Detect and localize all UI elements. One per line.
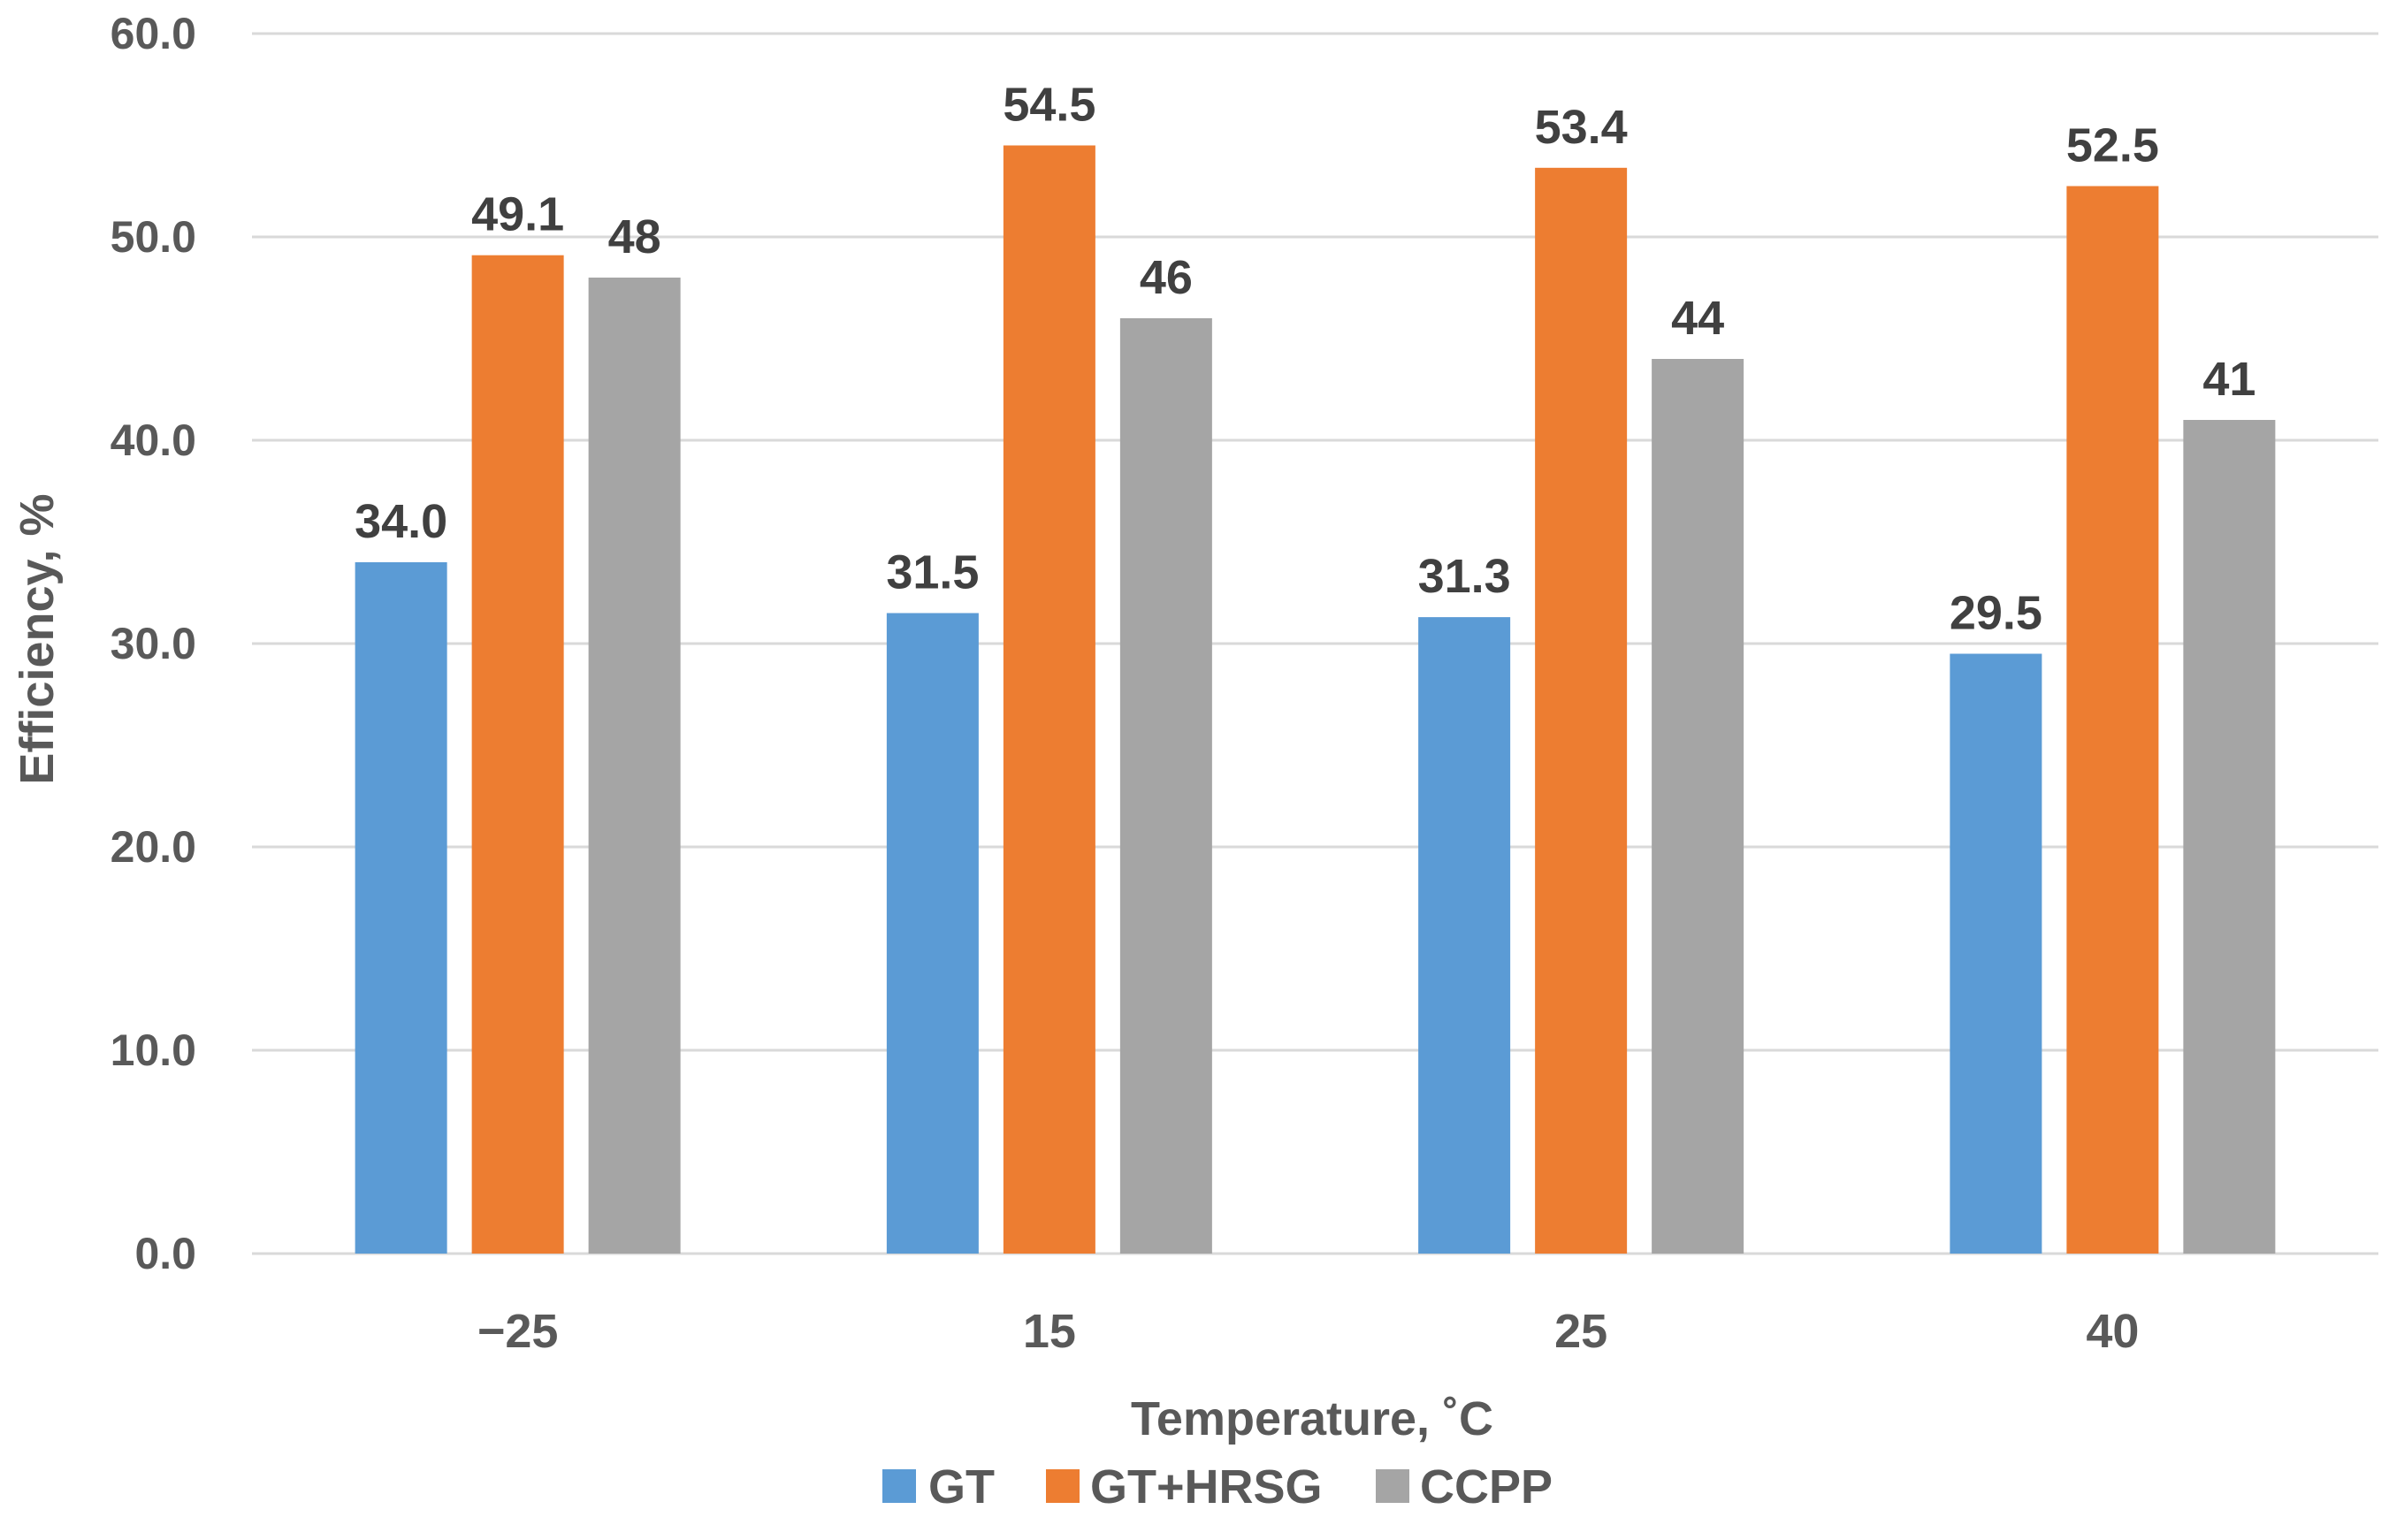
x-tick-label: 25	[1554, 1305, 1607, 1358]
bar-gt-2	[1418, 617, 1511, 1254]
bar-gt-3	[1950, 653, 2042, 1254]
y-axis-title: Efficiency, %	[11, 493, 64, 784]
bar-gt-hrsg-0	[471, 255, 564, 1254]
legend-swatch-gt	[882, 1469, 916, 1503]
data-label: 34.0	[355, 495, 447, 548]
legend-label: GT	[928, 1460, 995, 1513]
data-labels: 34.0 49.1 48 31.5 54.5 46 31.3 53.4 44 29.5 52.5 41	[355, 79, 2255, 640]
legend-label: CCPP	[1420, 1460, 1553, 1513]
data-label: 44	[1671, 292, 1724, 345]
bar-gt-1	[886, 613, 979, 1254]
data-label: 49.1	[471, 188, 564, 241]
data-label: 41	[2202, 353, 2255, 406]
bar-ccpp-1	[1119, 318, 1212, 1254]
data-label: 46	[1140, 251, 1193, 304]
legend: GT GT+HRSG CCPP	[882, 1460, 1553, 1513]
data-label: 31.3	[1418, 550, 1511, 603]
data-label: 48	[608, 210, 661, 263]
x-tick-label: −25	[477, 1305, 559, 1358]
legend-label: GT+HRSG	[1090, 1460, 1323, 1513]
legend-swatch-ccpp	[1376, 1469, 1409, 1503]
bar-gt-hrsg-2	[1535, 167, 1628, 1254]
data-label: 53.4	[1535, 101, 1628, 154]
y-tick-label: 0.0	[134, 1229, 196, 1278]
legend-swatch-gt-hrsg	[1046, 1469, 1080, 1503]
bars	[355, 145, 2276, 1254]
bar-ccpp-0	[588, 278, 681, 1254]
y-tick-label: 30.0	[111, 619, 196, 668]
data-label: 52.5	[2066, 119, 2159, 172]
data-label: 29.5	[1950, 587, 2042, 640]
y-tick-label: 20.0	[111, 822, 196, 872]
x-tick-label: 15	[1023, 1305, 1076, 1358]
bar-gt-0	[355, 562, 447, 1254]
bar-gt-hrsg-3	[2066, 186, 2159, 1254]
bar-ccpp-2	[1652, 359, 1744, 1254]
bar-ccpp-3	[2183, 420, 2276, 1254]
y-tick-label: 50.0	[111, 212, 196, 262]
y-axis-ticks: 0.0 10.0 20.0 30.0 40.0 50.0 60.0	[111, 9, 196, 1278]
data-label: 31.5	[886, 546, 979, 599]
gridlines	[252, 32, 2378, 1255]
x-tick-label: 40	[2086, 1305, 2139, 1358]
bar-gt-hrsg-1	[1003, 145, 1095, 1254]
y-tick-label: 10.0	[111, 1025, 196, 1075]
y-tick-label: 40.0	[111, 415, 196, 465]
y-tick-label: 60.0	[111, 9, 196, 58]
data-label: 54.5	[1003, 79, 1095, 132]
x-axis-title: Temperature, ˚C	[1131, 1392, 1493, 1445]
x-axis-ticks: −25 15 25 40	[477, 1305, 2140, 1358]
